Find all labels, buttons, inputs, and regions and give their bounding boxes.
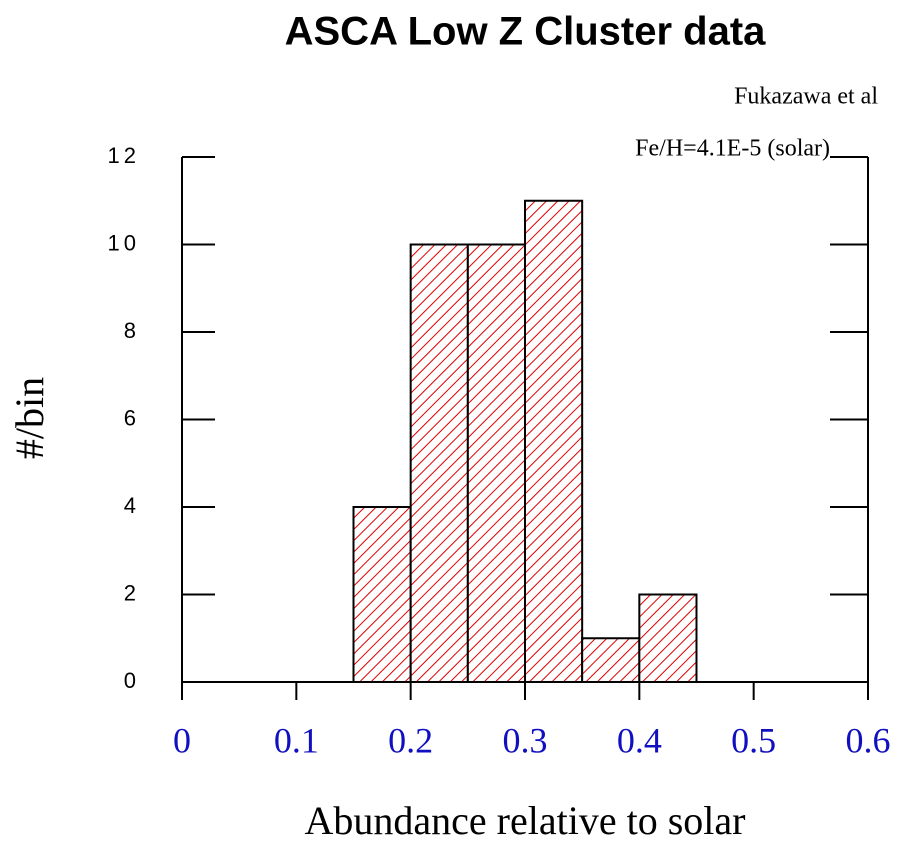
x-tick-label: 0.2 [388,720,433,760]
y-tick-label: 4 [124,493,140,518]
x-tick-label: 0.6 [846,720,891,760]
x-tick-label: 0.3 [503,720,548,760]
bar [409,243,469,683]
y-tick-label: 2 [124,580,140,605]
x-axis-label: Abundance relative to solar [305,798,746,843]
annotation: Fukazawa et al [734,84,878,110]
y-tick-label: 6 [124,405,140,430]
bar [581,637,641,683]
bar [466,243,527,683]
y-tick-label: 10 [108,230,140,255]
y-tick-label: 12 [108,143,140,168]
x-tick-label: 0 [173,720,191,760]
y-tick-label: 0 [124,668,140,693]
bar [638,593,698,683]
chart-title: ASCA Low Z Cluster data [285,10,767,54]
x-tick-label: 0.1 [274,720,319,760]
x-tick-label: 0.5 [731,720,776,760]
x-tick-label: 0.4 [617,720,662,760]
bar [524,199,584,683]
annotation: Fe/H=4.1E-5 (solar) [635,136,830,162]
bar [352,506,412,683]
y-tick-label: 8 [124,318,140,343]
y-axis-label: #/bin [7,377,52,459]
